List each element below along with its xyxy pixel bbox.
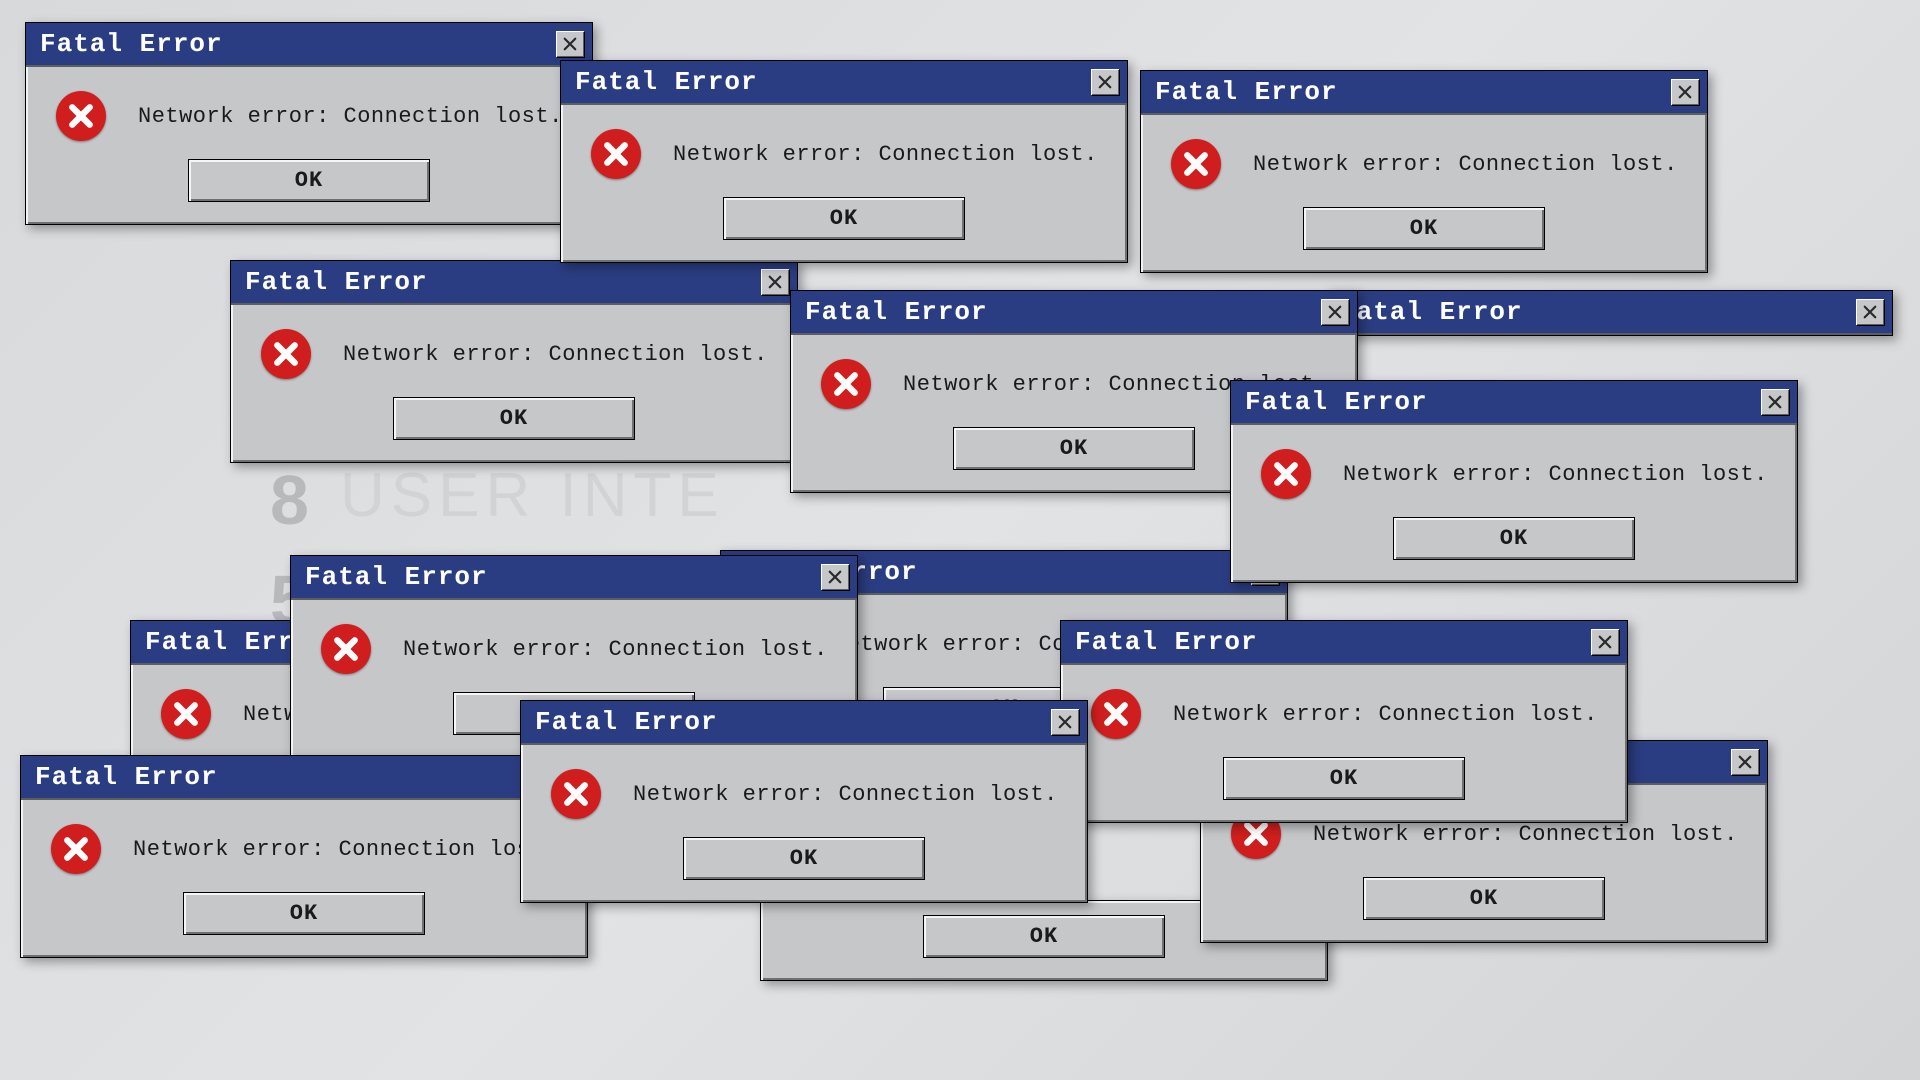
dialog-footer: OK	[1061, 757, 1627, 822]
error-icon	[56, 91, 106, 141]
ok-button[interactable]: OK	[683, 837, 925, 880]
error-icon	[1091, 689, 1141, 739]
dialog-body: Network error: Connection lost.	[1231, 425, 1797, 517]
dialog-titlebar[interactable]: Fatal Error	[1326, 291, 1892, 335]
error-dialog[interactable]: Fatal Error Network error: Connection lo…	[230, 260, 798, 463]
dialog-title: Fatal Error	[305, 562, 488, 592]
error-dialog[interactable]: Fatal Error Network error: Connection lo…	[20, 755, 588, 958]
dialog-footer: OK	[26, 159, 592, 224]
dialog-message: Network error: Connection lost.	[403, 637, 827, 662]
error-dialog[interactable]: Fatal Error Network error: Connection lo…	[1140, 70, 1708, 273]
ok-button[interactable]: OK	[393, 397, 635, 440]
close-icon[interactable]	[821, 564, 849, 590]
dialog-body: Network error: Connection lost.	[1141, 115, 1707, 207]
ok-button[interactable]: OK	[1393, 517, 1635, 560]
dialog-body: Network error: Connection lost.	[26, 67, 592, 159]
background-text: USER INTE	[340, 460, 725, 531]
dialog-title: Fatal Error	[1245, 387, 1428, 417]
close-icon[interactable]	[1051, 709, 1079, 735]
dialog-title: Fatal Error	[245, 267, 428, 297]
close-icon[interactable]	[1731, 749, 1759, 775]
error-icon	[591, 129, 641, 179]
dialog-title: Fatal Error	[535, 707, 718, 737]
dialog-titlebar[interactable]: Fatal Error	[1061, 621, 1627, 665]
error-icon	[161, 689, 211, 739]
dialog-message: Network error: Connection lost.	[1343, 462, 1767, 487]
close-icon[interactable]	[1591, 629, 1619, 655]
error-dialog[interactable]: Fatal Error	[1325, 290, 1893, 336]
dialog-titlebar[interactable]: Fatal Error	[1231, 381, 1797, 425]
ok-button[interactable]: OK	[953, 427, 1195, 470]
dialog-message: Network error: Connection lost.	[1313, 822, 1737, 847]
error-icon	[51, 824, 101, 874]
close-icon[interactable]	[761, 269, 789, 295]
ok-button[interactable]: OK	[1363, 877, 1605, 920]
close-icon[interactable]	[1671, 79, 1699, 105]
error-dialog[interactable]: Fatal Error Network error: Connection lo…	[25, 22, 593, 225]
error-icon	[551, 769, 601, 819]
dialog-body: Network error: Connection lost.	[291, 600, 857, 692]
dialog-titlebar[interactable]: Fatal Error	[791, 291, 1357, 335]
ok-button[interactable]: OK	[723, 197, 965, 240]
dialog-titlebar[interactable]: Fatal Error	[26, 23, 592, 67]
dialog-title: Fatal Error	[1155, 77, 1338, 107]
dialog-titlebar[interactable]: Fatal Error	[21, 756, 587, 800]
error-dialog[interactable]: Fatal Error Network error: Connection lo…	[1230, 380, 1798, 583]
error-icon	[1171, 139, 1221, 189]
dialog-message: Network error: Connection lost.	[1173, 702, 1597, 727]
dialog-message: Network error: Connection lost.	[633, 782, 1057, 807]
error-icon	[321, 624, 371, 674]
dialog-footer: OK	[561, 197, 1127, 262]
dialog-titlebar[interactable]: Fatal Error	[1141, 71, 1707, 115]
ok-button[interactable]: OK	[1223, 757, 1465, 800]
dialog-footer: OK	[521, 837, 1087, 902]
dialog-titlebar[interactable]: Fatal Error	[231, 261, 797, 305]
dialog-footer: OK	[231, 397, 797, 462]
error-dialog[interactable]: Fatal Error Network error: Connection lo…	[1060, 620, 1628, 823]
dialog-message: Network error: Connection lost.	[343, 342, 767, 367]
dialog-body: Network error: Connection lost.	[561, 105, 1127, 197]
error-dialog[interactable]: Fatal Error Network error: Connection lo…	[520, 700, 1088, 903]
dialog-body: Network error: Connection lost.	[21, 800, 587, 892]
error-icon	[821, 359, 871, 409]
ok-button[interactable]: OK	[183, 892, 425, 935]
dialog-titlebar[interactable]: Fatal Error	[291, 556, 857, 600]
dialog-title: Fatal Error	[575, 67, 758, 97]
error-icon	[261, 329, 311, 379]
dialog-footer: OK	[1201, 877, 1767, 942]
close-icon[interactable]	[556, 31, 584, 57]
ok-button[interactable]: OK	[923, 915, 1165, 958]
dialog-message: Network error: Connection lost.	[133, 837, 557, 862]
dialog-footer: OK	[21, 892, 587, 957]
dialog-titlebar[interactable]: Fatal Error	[521, 701, 1087, 745]
close-icon[interactable]	[1091, 69, 1119, 95]
dialog-message: Network error: Connection lost.	[138, 104, 562, 129]
close-icon[interactable]	[1321, 299, 1349, 325]
background-text: 8	[270, 460, 309, 540]
dialog-body: Network error: Connection lost.	[521, 745, 1087, 837]
close-icon[interactable]	[1856, 299, 1884, 325]
dialog-titlebar[interactable]: Fatal Error	[561, 61, 1127, 105]
dialog-title: Fatal Error	[1075, 627, 1258, 657]
error-icon	[1261, 449, 1311, 499]
dialog-footer: OK	[1231, 517, 1797, 582]
dialog-title: Fatal Error	[1340, 297, 1523, 327]
dialog-message: Network error: Connection lost.	[673, 142, 1097, 167]
ok-button[interactable]: OK	[188, 159, 430, 202]
dialog-title: Fatal Error	[805, 297, 988, 327]
dialog-title: Fatal Error	[40, 29, 223, 59]
close-icon[interactable]	[1761, 389, 1789, 415]
dialog-body: Network error: Connection lost.	[1061, 665, 1627, 757]
dialog-body: Network error: Connection lost.	[231, 305, 797, 397]
dialog-message: Network error: Connection lost.	[1253, 152, 1677, 177]
ok-button[interactable]: OK	[1303, 207, 1545, 250]
dialog-title: Fatal Error	[35, 762, 218, 792]
dialog-footer: OK	[1141, 207, 1707, 272]
error-dialog[interactable]: Fatal Error Network error: Connection lo…	[560, 60, 1128, 263]
